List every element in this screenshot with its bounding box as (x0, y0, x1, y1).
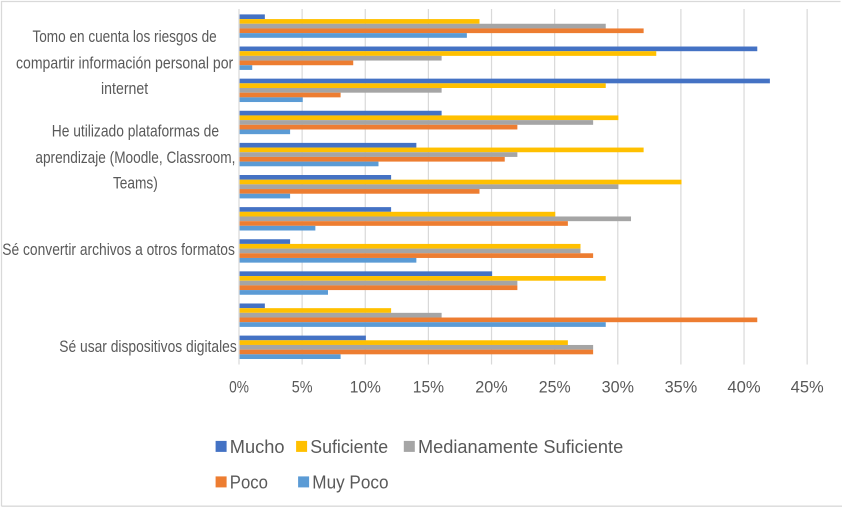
svg-text:He utilizado plataformas de: He utilizado plataformas de (52, 122, 219, 141)
svg-text:Sé usar dispositivos digitales: Sé usar dispositivos digitales (59, 337, 237, 356)
svg-text:35%: 35% (665, 377, 698, 396)
svg-text:aprendizaje (Moodle, Classroom: aprendizaje (Moodle, Classroom, (35, 148, 235, 167)
svg-text:40%: 40% (727, 377, 760, 396)
svg-text:compartir información personal: compartir información personal por (16, 53, 233, 72)
svg-text:30%: 30% (602, 377, 634, 396)
svg-text:5%: 5% (292, 377, 313, 396)
svg-text:20%: 20% (475, 377, 507, 396)
svg-text:Poco: Poco (230, 471, 268, 492)
svg-text:Tomo en cuenta los riesgos de: Tomo en cuenta los riesgos de (32, 27, 216, 46)
svg-text:Mucho: Mucho (230, 436, 285, 457)
svg-text:Medianamente Suficiente: Medianamente Suficiente (418, 436, 623, 457)
svg-text:10%: 10% (350, 377, 381, 396)
svg-text:Sé convertir archivos a otros: Sé convertir archivos a otros formatos (2, 240, 235, 259)
svg-text:15%: 15% (413, 377, 444, 396)
svg-text:Muy Poco: Muy Poco (312, 471, 388, 492)
svg-text:25%: 25% (539, 377, 571, 396)
svg-text:Teams): Teams) (113, 173, 158, 192)
svg-text:0%: 0% (229, 377, 249, 396)
svg-text:internet: internet (101, 79, 148, 98)
svg-text:45%: 45% (791, 377, 824, 396)
svg-text:Suficiente: Suficiente (310, 436, 388, 457)
